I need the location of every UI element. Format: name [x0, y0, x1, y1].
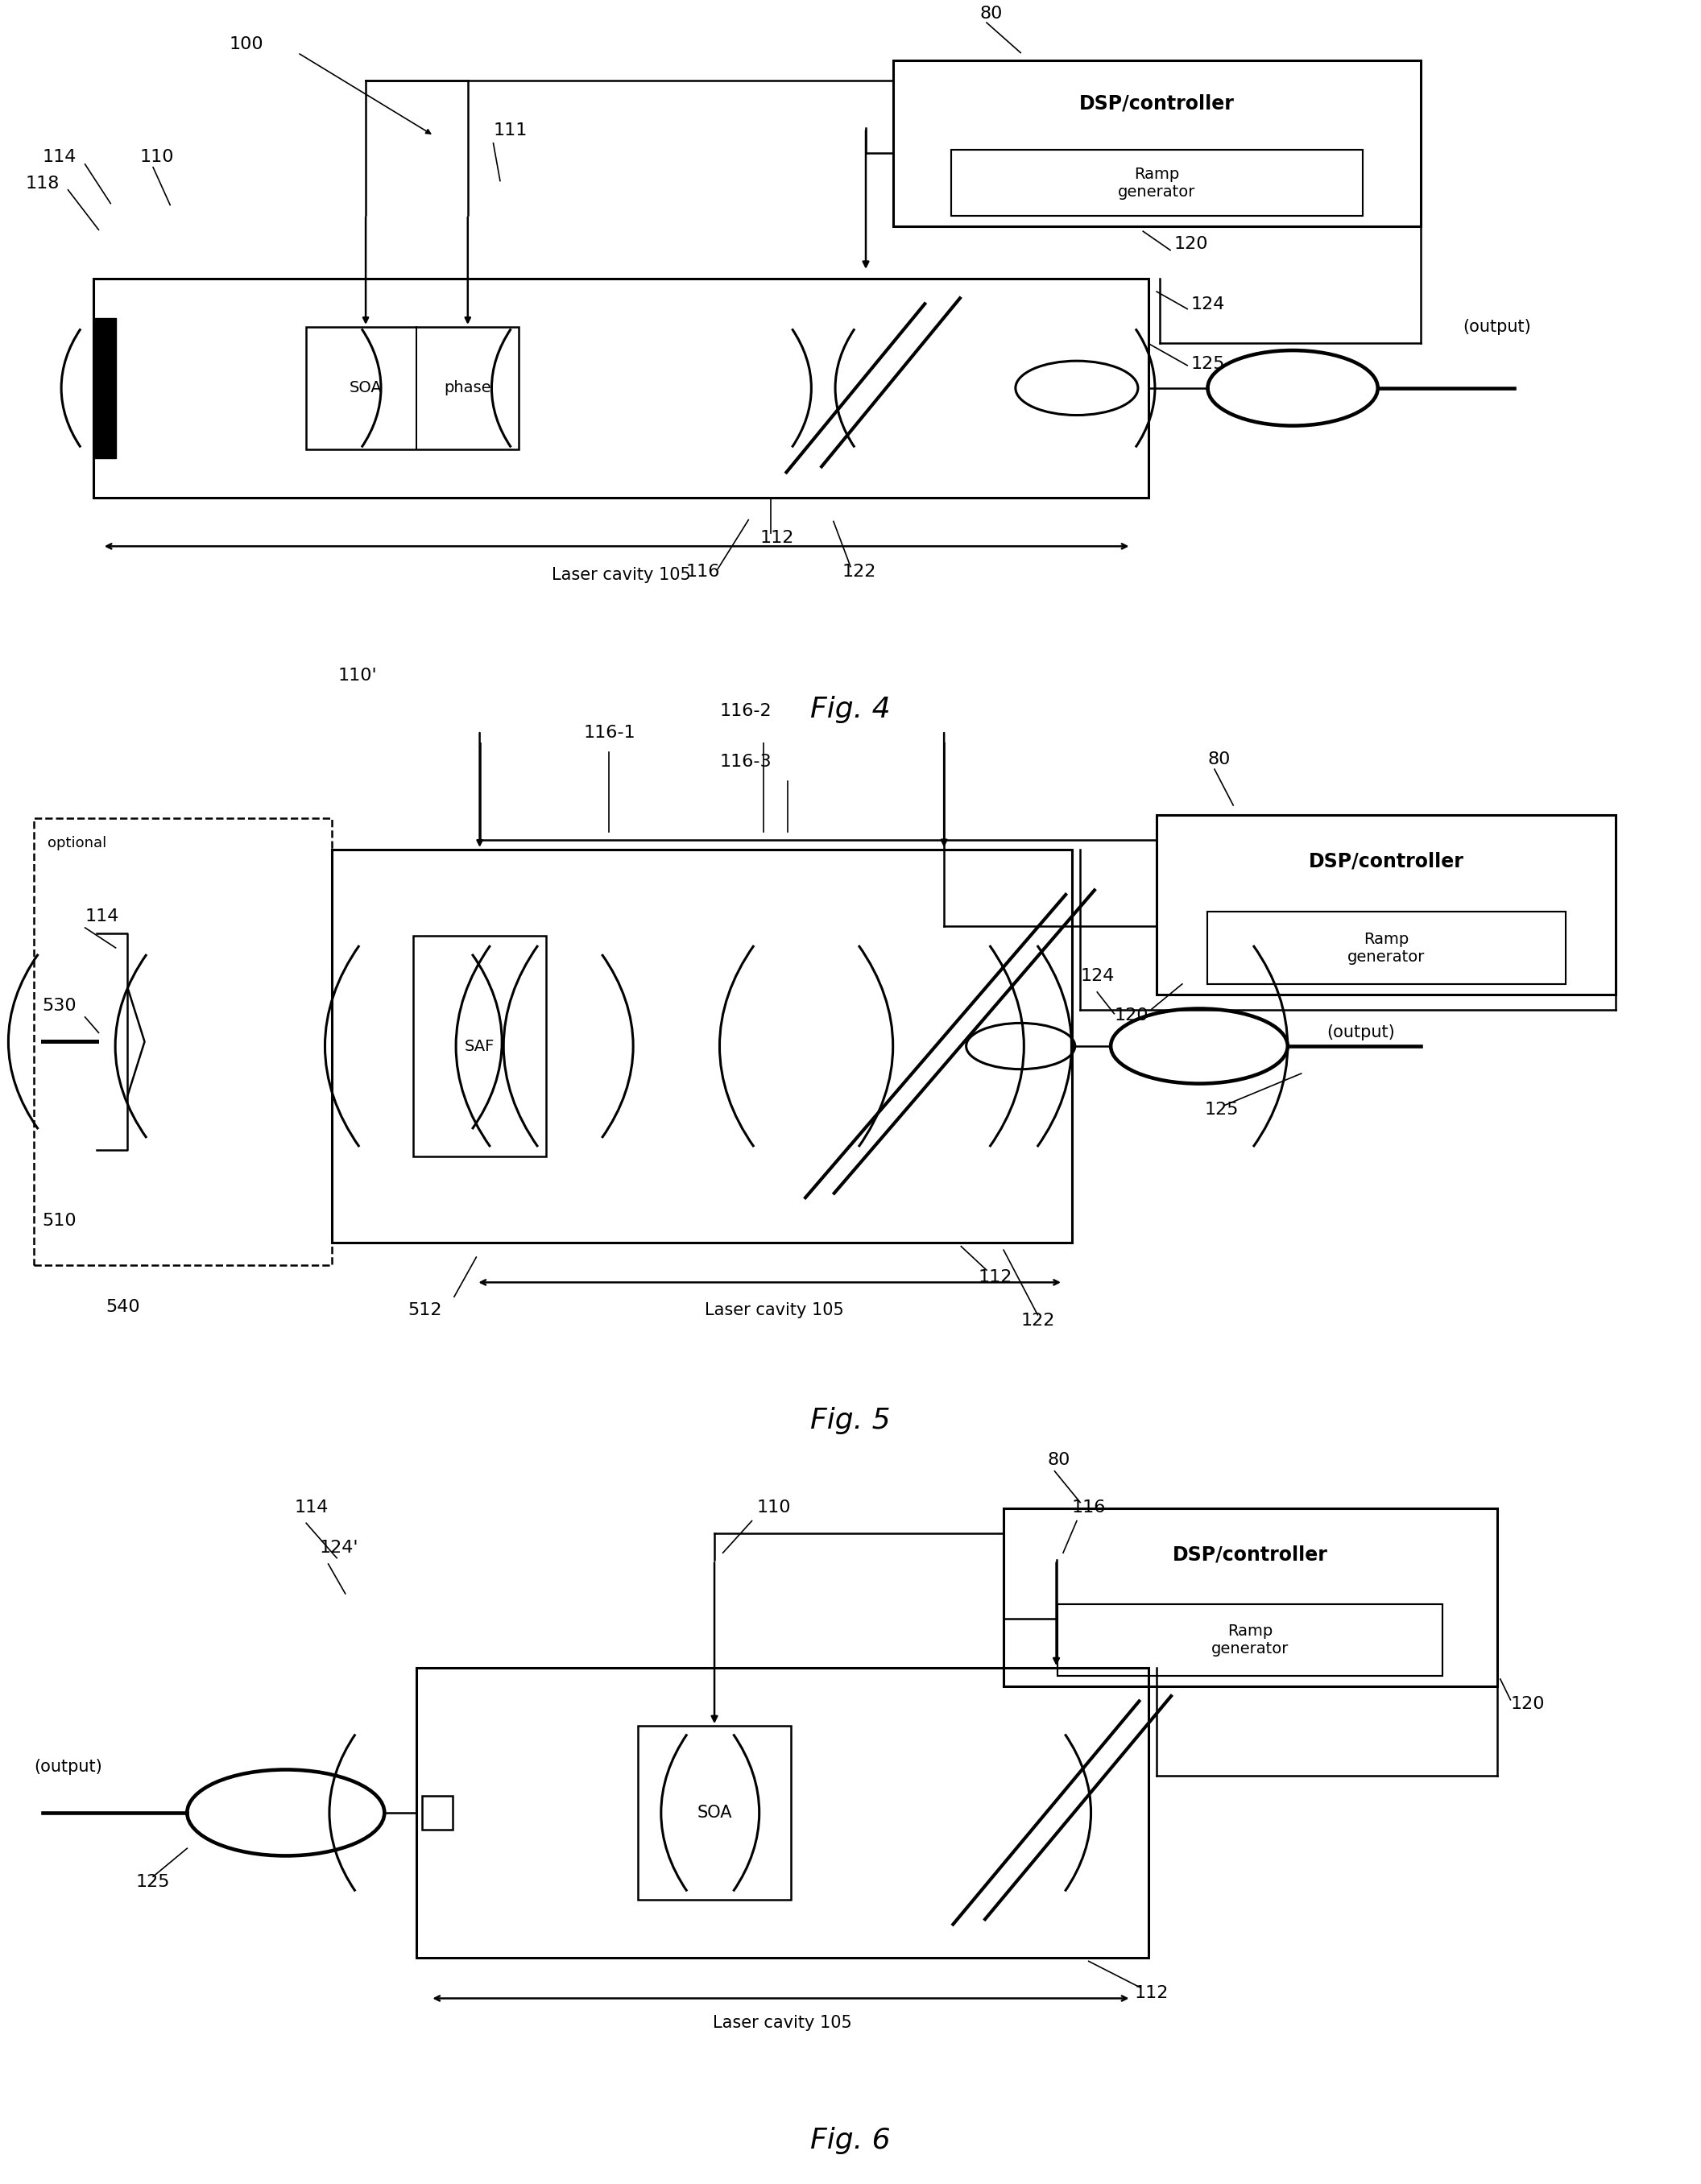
- Text: 510: 510: [43, 1212, 77, 1230]
- Text: DSP/controller: DSP/controller: [1172, 1544, 1328, 1564]
- Text: 124: 124: [1080, 968, 1114, 985]
- Text: 116: 116: [1072, 1498, 1106, 1516]
- Text: 112: 112: [978, 1269, 1012, 1286]
- Text: Laser cavity 105: Laser cavity 105: [551, 568, 691, 583]
- Text: 125: 125: [136, 1874, 170, 1889]
- Text: Fig. 6: Fig. 6: [810, 2127, 891, 2153]
- Text: 112: 112: [1135, 1985, 1169, 2001]
- Text: 124: 124: [1191, 297, 1225, 312]
- Text: (output): (output): [1463, 319, 1531, 334]
- Bar: [34, 819, 332, 1265]
- Text: 124': 124': [320, 1540, 359, 1555]
- Text: 80: 80: [1048, 1452, 1070, 1468]
- Bar: [1004, 1509, 1497, 1686]
- Text: Ramp
generator: Ramp generator: [1211, 1623, 1289, 1658]
- Text: 116-1: 116-1: [583, 725, 636, 740]
- Bar: [1208, 913, 1565, 985]
- Text: 110: 110: [757, 1498, 791, 1516]
- Bar: [413, 937, 546, 1155]
- Text: DSP/controller: DSP/controller: [1078, 94, 1235, 114]
- Text: 120: 120: [1174, 236, 1208, 251]
- Text: (output): (output): [34, 1758, 102, 1776]
- Text: 120: 120: [1510, 1697, 1545, 1712]
- Text: 114: 114: [43, 149, 77, 166]
- Text: optional: optional: [48, 836, 107, 852]
- Bar: [893, 61, 1420, 227]
- Text: 114: 114: [85, 909, 119, 924]
- Bar: [1157, 815, 1616, 994]
- Bar: [422, 1795, 452, 1830]
- Text: 80: 80: [980, 7, 1002, 22]
- Text: DSP/controller: DSP/controller: [1308, 852, 1465, 871]
- Bar: [94, 280, 1148, 498]
- Text: 530: 530: [43, 998, 77, 1013]
- Text: Laser cavity 105: Laser cavity 105: [704, 1302, 844, 1317]
- Text: 110': 110': [337, 668, 378, 684]
- Text: phase: phase: [444, 380, 492, 395]
- Bar: [306, 328, 519, 450]
- Text: SOA: SOA: [697, 1804, 731, 1821]
- Text: 125: 125: [1204, 1101, 1238, 1118]
- Text: 111: 111: [493, 122, 527, 140]
- Text: 116-3: 116-3: [720, 753, 772, 769]
- Text: 122: 122: [1021, 1313, 1055, 1328]
- Text: 116: 116: [686, 563, 720, 579]
- Bar: [417, 1669, 1148, 1957]
- Text: 80: 80: [1208, 751, 1230, 767]
- Text: SOA: SOA: [349, 380, 383, 395]
- Text: 125: 125: [1191, 356, 1225, 373]
- Bar: [638, 1725, 791, 1900]
- Text: 512: 512: [408, 1302, 442, 1317]
- Text: 540: 540: [105, 1299, 139, 1315]
- Text: 122: 122: [842, 563, 876, 579]
- Text: 116-2: 116-2: [720, 703, 772, 719]
- Text: 114: 114: [294, 1498, 328, 1516]
- Text: Laser cavity 105: Laser cavity 105: [713, 2016, 852, 2031]
- Bar: [332, 850, 1072, 1243]
- Bar: [1058, 1605, 1442, 1675]
- Bar: [94, 319, 116, 459]
- Bar: [951, 151, 1363, 216]
- Text: 110: 110: [139, 149, 174, 166]
- Text: SAF: SAF: [464, 1037, 495, 1053]
- Text: 120: 120: [1114, 1007, 1148, 1024]
- Text: 118: 118: [26, 175, 60, 192]
- Text: Fig. 5: Fig. 5: [810, 1406, 891, 1435]
- Text: Ramp
generator: Ramp generator: [1118, 166, 1196, 199]
- Text: 100: 100: [230, 37, 264, 52]
- Text: Ramp
generator: Ramp generator: [1347, 930, 1425, 965]
- Text: 112: 112: [760, 531, 794, 546]
- Text: (output): (output): [1327, 1024, 1395, 1042]
- Text: Fig. 4: Fig. 4: [810, 695, 891, 723]
